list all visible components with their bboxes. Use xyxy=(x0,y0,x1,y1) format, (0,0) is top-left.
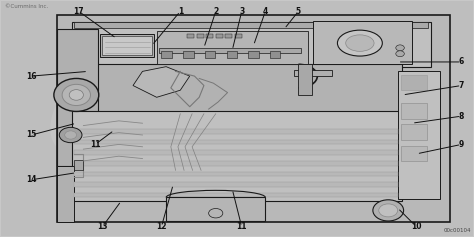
Bar xyxy=(74,140,398,144)
Bar xyxy=(72,111,402,201)
Bar xyxy=(197,34,204,38)
Text: 10: 10 xyxy=(411,222,422,231)
Ellipse shape xyxy=(346,35,374,51)
Text: 2: 2 xyxy=(213,7,219,16)
Bar xyxy=(183,51,193,58)
Bar xyxy=(299,64,312,95)
Bar xyxy=(74,161,398,166)
Text: 13: 13 xyxy=(97,222,108,231)
Bar xyxy=(100,34,155,57)
Bar xyxy=(57,166,74,222)
Ellipse shape xyxy=(65,131,76,139)
Bar xyxy=(248,51,259,58)
Ellipse shape xyxy=(396,51,404,57)
Text: 11: 11 xyxy=(90,140,100,149)
Polygon shape xyxy=(133,67,190,97)
Text: 9: 9 xyxy=(459,140,464,149)
Bar xyxy=(401,103,428,118)
Bar xyxy=(72,22,431,67)
Bar xyxy=(159,48,301,53)
Ellipse shape xyxy=(54,78,99,111)
Text: 12: 12 xyxy=(156,222,167,231)
Bar xyxy=(313,21,412,64)
Ellipse shape xyxy=(59,127,82,143)
Bar xyxy=(294,70,331,76)
Bar xyxy=(398,71,440,199)
Bar xyxy=(216,34,223,38)
Bar xyxy=(74,22,428,28)
Bar xyxy=(187,34,194,38)
Bar xyxy=(57,15,450,222)
Ellipse shape xyxy=(69,90,83,100)
Ellipse shape xyxy=(396,45,404,51)
Bar xyxy=(161,51,172,58)
Text: 1: 1 xyxy=(178,7,183,16)
Text: 4: 4 xyxy=(263,7,268,16)
Bar xyxy=(401,124,428,140)
Bar xyxy=(102,36,152,55)
Bar xyxy=(225,34,232,38)
Bar xyxy=(235,34,242,38)
Bar xyxy=(74,160,83,170)
Text: 3: 3 xyxy=(239,7,245,16)
Text: ©Cummins Inc.: ©Cummins Inc. xyxy=(5,4,49,9)
Bar xyxy=(74,182,398,187)
Bar xyxy=(72,64,402,114)
Text: 7: 7 xyxy=(459,81,464,90)
Text: 6: 6 xyxy=(459,57,464,66)
Bar xyxy=(227,51,237,58)
Text: 15: 15 xyxy=(26,131,36,140)
Ellipse shape xyxy=(337,30,383,56)
Bar xyxy=(401,146,428,161)
Text: 5: 5 xyxy=(296,7,301,16)
Bar xyxy=(74,193,398,197)
Bar xyxy=(156,31,308,64)
Ellipse shape xyxy=(373,200,403,221)
Ellipse shape xyxy=(62,84,91,105)
Text: C: C xyxy=(46,80,126,176)
Text: 00c00104: 00c00104 xyxy=(444,228,471,233)
Bar xyxy=(270,51,281,58)
Text: 8: 8 xyxy=(459,112,464,121)
Bar xyxy=(206,34,213,38)
Bar xyxy=(401,75,428,90)
Text: 17: 17 xyxy=(73,7,84,16)
Ellipse shape xyxy=(209,209,223,218)
Bar xyxy=(74,172,398,176)
Bar xyxy=(74,129,398,134)
Bar xyxy=(166,197,265,221)
Text: 14: 14 xyxy=(26,175,36,184)
Text: 11: 11 xyxy=(237,222,247,231)
Text: 16: 16 xyxy=(26,72,36,81)
Bar xyxy=(74,150,398,155)
Ellipse shape xyxy=(379,204,398,217)
Bar xyxy=(57,29,98,166)
Bar xyxy=(205,51,215,58)
